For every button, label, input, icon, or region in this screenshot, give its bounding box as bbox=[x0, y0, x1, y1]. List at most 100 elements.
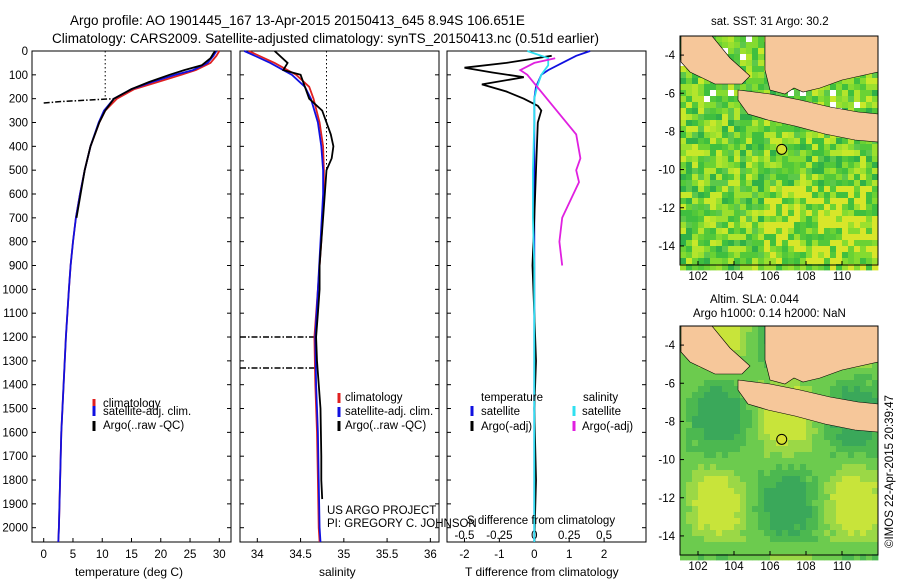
map-cell bbox=[686, 554, 693, 561]
salinity-tick-label: 34 bbox=[251, 549, 264, 561]
map-cell bbox=[740, 174, 747, 181]
map-cell bbox=[812, 198, 819, 205]
map-cell bbox=[716, 410, 723, 417]
map-cell bbox=[788, 530, 795, 537]
map-cell bbox=[728, 476, 735, 483]
map-cell bbox=[758, 168, 765, 175]
map-cell bbox=[722, 446, 729, 453]
map-cell bbox=[842, 138, 849, 145]
legend-label-t-argo: Argo(-adj) bbox=[481, 421, 532, 433]
map-cell bbox=[842, 186, 849, 193]
map-cell bbox=[704, 150, 711, 157]
map-cell bbox=[764, 374, 771, 381]
map-cell bbox=[872, 392, 879, 399]
map-cell bbox=[800, 488, 807, 495]
map-cell bbox=[764, 204, 771, 211]
map-cell bbox=[818, 494, 825, 501]
map-cell bbox=[752, 488, 759, 495]
map-cell bbox=[788, 428, 795, 435]
map-cell bbox=[806, 144, 813, 151]
map-cell bbox=[806, 554, 813, 561]
map-cell bbox=[866, 494, 873, 501]
map-cell bbox=[734, 446, 741, 453]
map-cell bbox=[728, 410, 735, 417]
map-cell bbox=[746, 452, 753, 459]
map-cell bbox=[770, 90, 777, 97]
map-cell bbox=[872, 542, 879, 549]
map-cell bbox=[716, 548, 723, 555]
map-cell bbox=[866, 446, 873, 453]
map-cell bbox=[824, 264, 831, 271]
map-cell bbox=[680, 356, 687, 363]
map-cell bbox=[758, 410, 765, 417]
map-cell bbox=[704, 548, 711, 555]
map-cell bbox=[734, 380, 741, 387]
map-cell bbox=[728, 416, 735, 423]
map-cell bbox=[680, 512, 687, 519]
map-cell bbox=[818, 530, 825, 537]
map-cell bbox=[728, 204, 735, 211]
map-cell bbox=[734, 144, 741, 151]
map-cell bbox=[776, 446, 783, 453]
map-cell bbox=[692, 554, 699, 561]
map-cell bbox=[710, 464, 717, 471]
temperature-tick-label: 10 bbox=[96, 549, 109, 561]
map-cell bbox=[824, 452, 831, 459]
map-cell bbox=[698, 162, 705, 169]
map-cell bbox=[860, 180, 867, 187]
map-cell bbox=[776, 120, 783, 127]
map-cell bbox=[710, 470, 717, 477]
map-cell bbox=[740, 434, 747, 441]
map-cell bbox=[692, 506, 699, 513]
map-cell bbox=[854, 464, 861, 471]
map-cell bbox=[758, 252, 765, 259]
map-cell bbox=[746, 180, 753, 187]
lat-tick-label: -4 bbox=[665, 340, 676, 352]
map-cell bbox=[830, 530, 837, 537]
map-cell bbox=[680, 174, 687, 181]
map-cell bbox=[854, 84, 861, 91]
map-cell bbox=[866, 554, 873, 561]
map-cell bbox=[758, 356, 765, 363]
map-cell bbox=[854, 392, 861, 399]
map-cell bbox=[698, 452, 705, 459]
map-cell bbox=[860, 434, 867, 441]
map-cell bbox=[854, 192, 861, 199]
map-cell bbox=[794, 162, 801, 169]
map-cell bbox=[716, 174, 723, 181]
map-cell bbox=[680, 410, 687, 417]
map-cell bbox=[770, 126, 777, 133]
map-cell bbox=[740, 198, 747, 205]
map-cell bbox=[680, 192, 687, 199]
map-cell bbox=[872, 452, 879, 459]
map-cell bbox=[794, 464, 801, 471]
map-cell bbox=[794, 542, 801, 549]
map-cell bbox=[818, 440, 825, 447]
map-cell bbox=[782, 530, 789, 537]
map-cell bbox=[710, 554, 717, 561]
map-cell bbox=[740, 156, 747, 163]
map-cell bbox=[866, 548, 873, 555]
map-cell bbox=[794, 138, 801, 145]
map-cell bbox=[788, 144, 795, 151]
map-cell bbox=[788, 234, 795, 241]
map-cell bbox=[758, 464, 765, 471]
map-cell bbox=[800, 524, 807, 531]
map-cell bbox=[686, 222, 693, 229]
map-cell bbox=[680, 506, 687, 513]
map-cell bbox=[716, 252, 723, 259]
map-cell bbox=[794, 252, 801, 259]
map-cell bbox=[698, 96, 705, 103]
map-cell bbox=[758, 246, 765, 253]
map-cell bbox=[824, 476, 831, 483]
map-cell bbox=[764, 476, 771, 483]
map-cell bbox=[686, 192, 693, 199]
map-cell bbox=[734, 434, 741, 441]
map-cell bbox=[734, 48, 741, 55]
map-cell bbox=[740, 222, 747, 229]
map-cell bbox=[788, 464, 795, 471]
map-cell bbox=[698, 186, 705, 193]
map-cell bbox=[794, 434, 801, 441]
map-cell bbox=[818, 252, 825, 259]
map-cell bbox=[806, 500, 813, 507]
